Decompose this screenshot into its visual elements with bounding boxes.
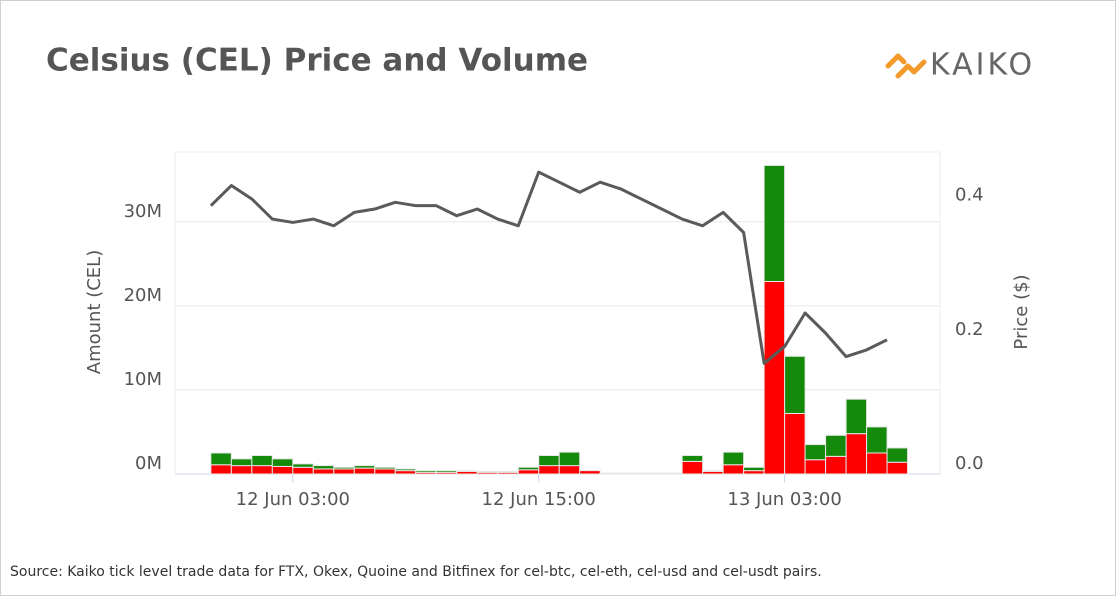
bar-segment: [722, 451, 745, 466]
bar-segment: [722, 464, 745, 475]
bar-segment: [743, 466, 765, 472]
y-tick-label: 20M: [124, 285, 162, 306]
source-note: Source: Kaiko tick level trade data for …: [10, 564, 822, 580]
price-line: [209, 170, 888, 365]
bar-segment: [763, 164, 786, 282]
x-tick-label: 12 Jun 03:00: [236, 489, 350, 510]
bar-segment: [866, 452, 888, 475]
bar-segment: [435, 470, 458, 473]
bar-segment: [886, 447, 909, 463]
bar-segment: [312, 468, 335, 475]
bar-segment: [394, 470, 417, 475]
bar-segment: [538, 455, 560, 467]
bar-segment: [681, 455, 704, 462]
bar-segment: [210, 452, 232, 466]
y-tick-label: 0M: [135, 453, 162, 474]
bar-segment: [517, 469, 540, 475]
bar-segment: [312, 465, 335, 470]
bar-segment: [599, 472, 622, 475]
bar-segment: [743, 470, 765, 475]
bar-segment: [292, 463, 314, 468]
y-tick-label: 10M: [124, 369, 162, 390]
logo-mark: [885, 53, 927, 79]
bar-segment: [886, 461, 909, 475]
bar-segment: [825, 455, 847, 475]
bar-segment: [825, 434, 847, 457]
bar-segment: [333, 466, 355, 470]
bar-segment: [374, 468, 396, 475]
bar-segment: [292, 466, 314, 475]
bar-segment: [497, 470, 519, 473]
bar-segment: [353, 465, 376, 469]
bar-segment: [333, 468, 355, 475]
bar-segment: [538, 465, 560, 475]
logo-text: KAIKO: [930, 48, 1035, 83]
bar-segment: [476, 470, 499, 473]
y2-axis-title: Price ($): [1011, 274, 1032, 349]
x-tick-label: 12 Jun 15:00: [482, 489, 596, 510]
bar-segment: [784, 412, 806, 475]
bar-segment: [620, 472, 642, 475]
bar-segment: [558, 451, 581, 467]
bar-segment: [251, 465, 273, 475]
bar-segment: [804, 459, 827, 475]
x-tick-label: 13 Jun 03:00: [727, 489, 841, 510]
y-tick-label: 30M: [124, 201, 162, 222]
bar-segment: [517, 466, 540, 471]
bar-segment: [210, 464, 232, 475]
bar-segment: [845, 398, 868, 435]
y2-tick-label: 0.4: [955, 185, 984, 206]
bar-segment: [763, 280, 786, 475]
bar-segment: [681, 460, 704, 475]
bar-segment: [353, 467, 376, 475]
bar-segment: [456, 470, 478, 472]
bar-segment: [374, 466, 396, 470]
bar-segment: [845, 433, 868, 475]
bar-segment: [702, 470, 724, 472]
bar-segment: [804, 444, 827, 461]
logo: KAIKO: [885, 48, 1035, 83]
bar-segment: [271, 465, 294, 475]
y2-tick-label: 0.0: [955, 453, 984, 474]
bar-segment: [394, 468, 417, 472]
bar-segment: [251, 455, 273, 467]
y2-tick-label: 0.2: [955, 319, 984, 340]
bar-segment: [579, 470, 601, 475]
bar-segment: [866, 426, 888, 454]
bar-segment: [230, 465, 253, 475]
chart-title: Celsius (CEL) Price and Volume: [46, 43, 588, 79]
bar-segment: [640, 472, 663, 475]
bar-segment: [230, 458, 253, 467]
bar-segment: [271, 458, 294, 467]
bar-segment: [661, 472, 683, 475]
y-axis-title: Amount (CEL): [84, 250, 105, 374]
bar-segment: [415, 470, 437, 473]
bar-segment: [558, 465, 581, 475]
bar-segment: [784, 355, 806, 414]
